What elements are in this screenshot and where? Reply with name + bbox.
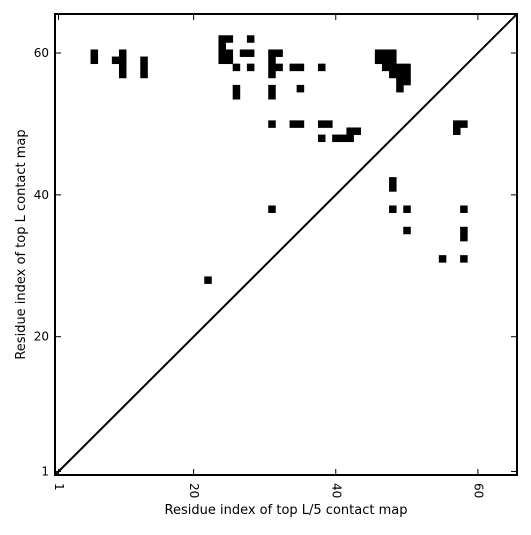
contact-cell: [403, 77, 411, 86]
contact-cell: [317, 120, 326, 128]
contact-cell: [374, 56, 383, 65]
contact-cell: [317, 63, 326, 72]
y-tick-label: 20: [34, 330, 49, 344]
contact-cell: [346, 134, 354, 143]
contact-cell: [381, 56, 390, 65]
contact-cell: [268, 56, 276, 65]
contact-cell: [218, 49, 226, 57]
diagonal-line: [54, 13, 518, 476]
contact-cell: [268, 63, 276, 72]
plot-frame: [54, 13, 518, 476]
x-tick-label: 1: [52, 483, 66, 491]
contact-cell: [246, 35, 255, 43]
contact-cell: [232, 63, 241, 72]
contact-cell: [381, 49, 390, 57]
contact-cell: [403, 205, 411, 213]
contact-cells: [90, 35, 468, 284]
contact-cell: [389, 177, 397, 185]
x-tick-label: 60: [471, 483, 485, 498]
y-tick-label: 1: [41, 464, 49, 478]
contact-cell: [389, 205, 397, 213]
contact-cell: [268, 70, 276, 79]
contact-cell: [218, 42, 226, 50]
contact-cell: [389, 63, 397, 72]
contact-cell: [289, 63, 298, 72]
y-tick-label: 40: [34, 188, 49, 202]
contact-cell: [389, 184, 397, 192]
axis-ticks: 1 20 40 60 1 20 40 60: [34, 14, 517, 498]
contact-cell: [118, 63, 127, 72]
contact-cell: [268, 84, 276, 93]
contact-cell: [389, 70, 397, 79]
contact-cell: [289, 120, 298, 128]
contact-cell: [453, 120, 461, 128]
contact-cell: [396, 63, 404, 72]
contact-cell: [460, 120, 468, 128]
contact-cell: [389, 56, 397, 65]
contact-cell: [90, 49, 99, 57]
contact-cell: [438, 255, 447, 263]
contact-cell: [268, 49, 276, 57]
x-tick-label: 20: [187, 483, 201, 498]
contact-cell: [396, 70, 404, 79]
contact-cell: [460, 226, 468, 235]
contact-cell: [325, 120, 333, 128]
contact-cell: [403, 226, 411, 235]
contact-cell: [403, 63, 411, 72]
contact-cell: [246, 49, 255, 57]
contact-cell: [140, 56, 148, 65]
contact-cell: [396, 84, 404, 93]
y-tick-label: 60: [34, 46, 49, 60]
x-axis-label: Residue index of top L/5 contact map: [165, 503, 408, 518]
contact-cell: [453, 127, 461, 135]
contact-cell: [346, 127, 354, 135]
contact-cell: [460, 233, 468, 242]
y-axis-label: Residue index of top L contact map: [14, 129, 29, 359]
contact-cell: [275, 63, 283, 72]
contact-cell: [460, 255, 468, 263]
contact-cell: [460, 205, 468, 213]
contact-cell: [225, 56, 234, 65]
contact-cell: [381, 63, 390, 72]
contact-cell: [118, 49, 127, 57]
contact-cell: [268, 92, 276, 100]
contact-cell: [396, 77, 404, 86]
contact-cell: [403, 70, 411, 79]
contact-cell: [268, 120, 276, 128]
contact-cell: [232, 84, 241, 93]
contact-cell: [218, 35, 226, 43]
contact-cell: [353, 127, 362, 135]
contact-cell: [296, 63, 305, 72]
contact-cell: [204, 276, 212, 284]
contact-cell: [296, 120, 305, 128]
contact-cell: [232, 92, 241, 100]
contact-cell: [389, 49, 397, 57]
contact-cell: [140, 70, 148, 79]
contact-cell: [140, 63, 148, 72]
contact-cell: [218, 56, 226, 65]
contact-cell: [111, 56, 120, 65]
contact-cell: [118, 70, 127, 79]
contact-cell: [225, 49, 234, 57]
contact-cell: [268, 205, 276, 213]
x-tick-label: 40: [329, 483, 343, 498]
contact-cell: [239, 49, 248, 57]
contact-cell: [118, 56, 127, 65]
contact-cell: [90, 56, 99, 65]
contact-cell: [339, 134, 347, 143]
contact-cell: [296, 84, 305, 93]
contact-cell: [246, 63, 255, 72]
contact-cell: [374, 49, 383, 57]
contact-cell: [275, 49, 283, 57]
contact-cell: [332, 134, 340, 143]
contact-cell: [225, 35, 234, 43]
contact-cell: [317, 134, 326, 143]
